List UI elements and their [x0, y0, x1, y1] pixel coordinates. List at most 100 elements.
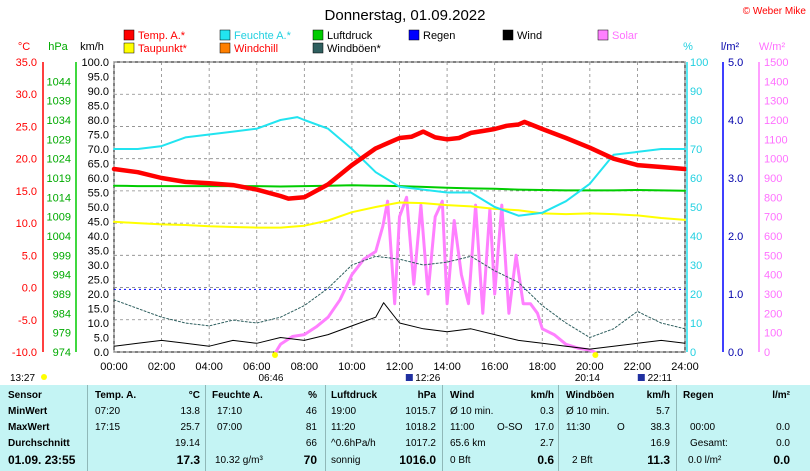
pressure-tick-label: 1019: [47, 173, 71, 185]
solar-tick-label: 1200: [764, 115, 788, 127]
temp-tick-label: 10.0: [16, 218, 37, 230]
row-gust-value: 16.9: [650, 438, 670, 449]
row-wind-direction: O-SO: [497, 422, 523, 433]
humidity-tick-label: 30: [690, 260, 702, 272]
summary-table: [0, 385, 810, 471]
header-gust: Windböen: [566, 390, 615, 401]
rain-unit-label: l/m²: [721, 41, 740, 53]
wind-tick-label: 5.0: [94, 333, 109, 345]
legend-label: Windböen*: [327, 43, 382, 55]
row-pressure-time: 11:20: [331, 422, 356, 433]
row-wind-time: Ø 10 min.: [450, 406, 494, 417]
legend-swatch: [219, 29, 231, 41]
temp-tick-label: 35.0: [16, 57, 37, 69]
legend-swatch: [502, 29, 514, 41]
wind-tick-label: 50.0: [88, 202, 109, 214]
row-wind-value: 0.3: [540, 406, 554, 417]
legend-swatch: [597, 29, 609, 41]
solar-unit-label: W/m²: [759, 41, 786, 53]
pressure-tick-label: 994: [53, 270, 71, 282]
axes: 35.0 30.0 25.0 20.0 15.0 10.0 5.0 0.0 -5.0 -10.0 1…: [10, 41, 788, 384]
legend-swatch: [408, 29, 420, 41]
row-rain-time: Gesamt:: [690, 438, 728, 449]
row-wind-time: 11:00: [450, 422, 475, 433]
row-humidity-value: 81: [305, 422, 317, 433]
humidity-tick-label: 10: [690, 318, 702, 330]
temp-tick-label: -5.0: [18, 315, 37, 327]
temp-tick-label: 0.0: [22, 283, 37, 295]
pressure-unit-label: hPa: [48, 41, 68, 53]
legend-label: Windchill: [234, 43, 278, 55]
wind-tick-label: 40.0: [88, 231, 109, 243]
current-weather: sonnig: [331, 455, 361, 466]
table-column-divider: [325, 385, 326, 471]
moonset-time: 22:11: [648, 373, 673, 384]
legend-label: Luftdruck: [327, 30, 373, 42]
temp-tick-label: 25.0: [16, 121, 37, 133]
wind-tick-label: 35.0: [88, 246, 109, 258]
legend-label: Temp. A.*: [138, 30, 186, 42]
series-line-solar: [274, 195, 597, 354]
row-gust-time: 11:30: [566, 422, 591, 433]
header-sensor: Sensor: [8, 390, 42, 401]
series-line-tempa: [111, 119, 688, 201]
header-humidity-unit: %: [308, 390, 317, 401]
series-line-wind: [113, 302, 686, 350]
row-pressure-value: 1015.7: [405, 406, 436, 417]
row-humidity-value: 46: [305, 406, 317, 417]
solar-tick-label: 300: [764, 289, 782, 301]
wind-tick-label: 30.0: [88, 260, 109, 272]
humidity-tick-label: 80: [690, 115, 702, 127]
header-rain-unit: l/m²: [772, 390, 790, 401]
sunset-time: 20:14: [575, 373, 600, 384]
current-temp: 17.3: [176, 453, 200, 467]
moonrise-time: 12:26: [415, 373, 440, 384]
rain-tick-label: 2.0: [728, 231, 743, 243]
wind-tick-label: 80.0: [88, 115, 109, 127]
header-pressure-unit: hPa: [417, 390, 436, 401]
x-tick-label: 22:00: [624, 361, 652, 373]
grid: [113, 61, 686, 353]
row-temp-value: 25.7: [180, 422, 200, 433]
legend-label: Regen: [423, 30, 455, 42]
solar-tick-label: 800: [764, 192, 782, 204]
temp-tick-label: -10.0: [12, 347, 37, 359]
pressure-tick-label: 989: [53, 289, 71, 301]
row-wind-value: 17.0: [534, 422, 554, 433]
moonset-icon: [637, 374, 645, 381]
temp-tick-label: 20.0: [16, 154, 37, 166]
solar-tick-label: 0: [764, 347, 770, 359]
wind-tick-label: 100.0: [81, 57, 109, 69]
row-temp-time: 17:15: [95, 422, 121, 433]
row-humidity-time: 07:00: [217, 422, 243, 433]
wind-unit-label: km/h: [80, 41, 104, 53]
current-rain: 0.0: [773, 453, 790, 467]
wind-tick-label: 85.0: [88, 101, 109, 113]
solar-tick-label: 1400: [764, 76, 788, 88]
x-tick-label: 08:00: [291, 361, 319, 373]
current-wind-bft: 0 Bft: [450, 455, 471, 466]
row-pressure-value: 1017.2: [405, 438, 436, 449]
x-tick-label: 02:00: [148, 361, 176, 373]
wind-tick-label: 25.0: [88, 275, 109, 287]
x-tick-label: 20:00: [576, 361, 604, 373]
row-temp-value: 13.8: [180, 406, 200, 417]
sunrise-time: 06:46: [258, 373, 283, 384]
legend-swatch: [312, 29, 324, 41]
solar-tick-label: 1300: [764, 96, 788, 108]
pressure-tick-label: 1029: [47, 134, 71, 146]
solar-tick-label: 900: [764, 173, 782, 185]
current-wind: 0.6: [537, 453, 554, 467]
row-wind-time: 65.6 km: [450, 438, 486, 449]
current-abs-humidity: 10.32 g/m³: [215, 455, 263, 466]
wind-tick-label: 15.0: [88, 304, 109, 316]
humidity-tick-label: 20: [690, 289, 702, 301]
row-pressure-time: ^0.6hPa/h: [331, 438, 376, 449]
wind-tick-label: 65.0: [88, 159, 109, 171]
row-label: MinWert: [8, 406, 48, 417]
solar-tick-label: 200: [764, 308, 782, 320]
pressure-tick-label: 974: [53, 347, 71, 359]
current-rain-extra: 0.0 l/m²: [688, 455, 722, 466]
humidity-tick-label: 100: [690, 57, 708, 69]
solar-tick-label: 700: [764, 212, 782, 224]
